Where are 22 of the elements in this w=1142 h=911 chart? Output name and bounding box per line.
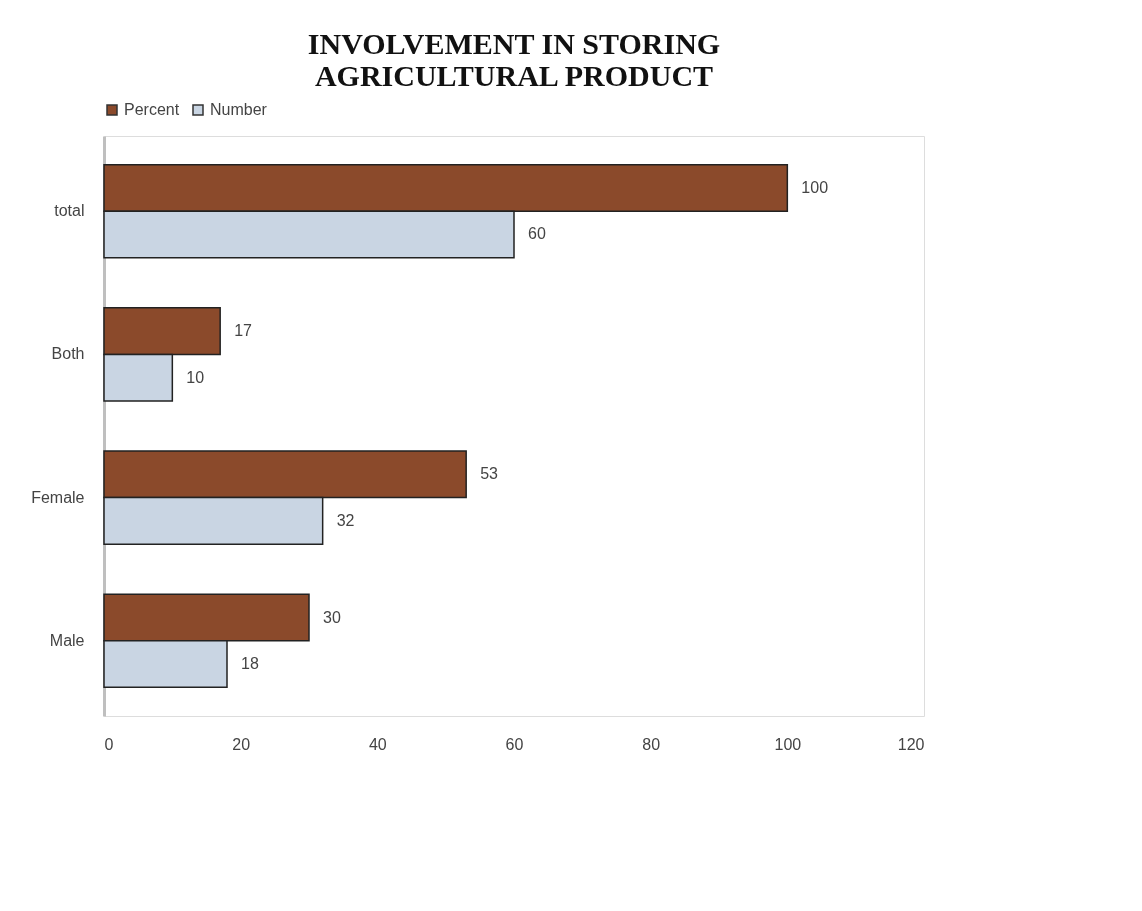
- x-tick-label: 60: [505, 735, 524, 753]
- x-tick-label: 80: [642, 735, 661, 753]
- y-tick-label: Both: [51, 345, 85, 363]
- data-label: 18: [241, 655, 259, 673]
- legend-label: Percent: [124, 101, 180, 118]
- y-tick-label: Female: [31, 488, 85, 506]
- chart-title: INVOLVEMENT IN STORING AGRICULTURAL PRODUCT: [307, 27, 721, 92]
- x-tick-label: 20: [232, 735, 251, 753]
- data-label: 32: [336, 511, 355, 529]
- x-tick-label: 100: [774, 735, 802, 753]
- x-tick-label: 120: [897, 735, 925, 753]
- data-label: 30: [323, 608, 341, 626]
- data-label: 10: [186, 368, 205, 386]
- y-tick-label: total: [54, 202, 85, 220]
- data-label: 53: [480, 465, 499, 483]
- legend-label: Number: [210, 101, 268, 118]
- y-tick-label: Male: [49, 631, 85, 649]
- data-label: 17: [234, 322, 253, 340]
- x-tick-label: 40: [368, 735, 387, 753]
- data-label: 100: [801, 178, 829, 196]
- data-label: 60: [528, 225, 546, 243]
- x-tick-label: 0: [104, 735, 114, 753]
